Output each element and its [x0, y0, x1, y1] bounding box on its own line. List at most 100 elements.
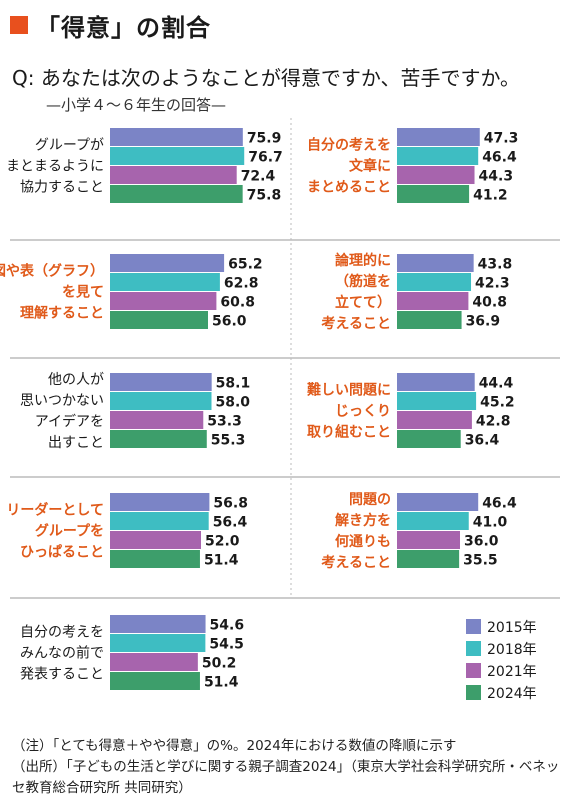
category-label: みんなの前で [20, 645, 104, 662]
data-label: 60.8 [220, 295, 255, 311]
category-label: アイデアを [35, 413, 104, 430]
bar [110, 531, 201, 549]
category-label: じっくり [335, 404, 391, 420]
data-label: 41.0 [473, 515, 508, 531]
data-label: 58.1 [216, 376, 251, 392]
data-label: 47.3 [484, 131, 519, 147]
category-label: 考えること [321, 315, 391, 332]
bar [110, 493, 210, 511]
category-label: 自分の考えを [20, 625, 104, 641]
data-label: 56.4 [213, 515, 248, 531]
data-label: 51.4 [204, 553, 239, 569]
category-label: 取り組むこと [307, 424, 391, 441]
bar [110, 185, 243, 203]
data-label: 55.3 [211, 433, 246, 449]
data-label: 51.4 [204, 675, 239, 691]
subtitle-text: —小学４～６年生の回答— [46, 96, 227, 114]
category-label: 論理的に [335, 252, 391, 269]
legend-swatch [466, 685, 481, 700]
title-row: 「得意」の割合 [10, 8, 211, 42]
bar [110, 254, 225, 272]
bar [110, 634, 206, 652]
footnote-1: （注）「とても得意＋やや得意」の%。2024年における数値の降順に示す [12, 738, 457, 754]
category-label: を見て [62, 285, 104, 301]
data-label: 76.7 [248, 150, 283, 166]
data-label: 54.6 [210, 618, 245, 634]
bar [397, 292, 469, 310]
bar [397, 166, 475, 184]
category-label: まとめること [307, 180, 391, 196]
legend-swatch [466, 619, 481, 634]
data-label: 52.0 [205, 534, 240, 550]
bar [110, 273, 220, 291]
data-label: 72.4 [241, 169, 276, 185]
data-label: 45.2 [480, 395, 515, 411]
data-label: 36.0 [464, 534, 499, 550]
bar [397, 493, 479, 511]
bar [110, 653, 198, 671]
category-label: 問題の [349, 492, 391, 508]
data-label: 44.3 [479, 169, 514, 185]
category-label: グループが [35, 138, 104, 154]
data-label: 35.5 [463, 553, 498, 569]
chart-title: 「得意」の割合 [36, 13, 211, 42]
category-label: 思いつかない [20, 393, 104, 409]
category-label: 出すこと [48, 435, 104, 451]
bar [397, 147, 479, 165]
bar [110, 672, 200, 690]
legend-label: 2018年 [487, 642, 537, 658]
question-text: Q: あなたは次のようなことが得意ですか、苦手ですか。 [12, 66, 521, 90]
data-label: 42.3 [475, 276, 510, 292]
data-label: 43.8 [478, 257, 513, 273]
bar [397, 373, 475, 391]
bar [110, 411, 204, 429]
legend-swatch [466, 641, 481, 656]
bar [397, 550, 460, 568]
bar [397, 392, 477, 410]
bar [110, 392, 212, 410]
category-label: 理解すること [20, 305, 104, 322]
bar [397, 311, 462, 329]
category-label: 解き方を [335, 512, 391, 529]
data-label: 46.4 [482, 496, 517, 512]
data-label: 54.5 [209, 637, 244, 653]
bar [110, 292, 217, 310]
category-label: リーダーとして [6, 502, 104, 519]
category-label: 協力すること [20, 180, 104, 196]
data-label: 41.2 [473, 188, 508, 204]
legend-swatch [466, 663, 481, 678]
category-label: グループを [35, 523, 104, 540]
data-label: 50.2 [202, 656, 237, 672]
category-label: 文章に [349, 158, 391, 175]
data-label: 36.9 [466, 314, 501, 330]
category-label: 難しい問題に [307, 382, 391, 399]
bar [110, 166, 237, 184]
category-label: 立てて） [335, 294, 391, 311]
data-label: 65.2 [228, 257, 263, 273]
bar [110, 311, 208, 329]
bar [110, 373, 212, 391]
category-label: （筋道を [335, 273, 391, 290]
bar [397, 531, 460, 549]
data-label: 42.8 [476, 414, 511, 430]
data-label: 58.0 [216, 395, 251, 411]
category-label: 発表すること [20, 667, 104, 683]
bar [110, 615, 206, 633]
footnote-3: セ教育総合研究所 共同研究） [12, 780, 192, 796]
bar [110, 550, 200, 568]
category-label: 他の人が [48, 372, 104, 388]
bar [110, 128, 243, 146]
legend-label: 2021年 [487, 664, 537, 680]
footnote-2: （出所）「子どもの生活と学びに関する親子調査2024」（東京大学社会科学研究所・… [12, 759, 560, 775]
data-label: 75.9 [247, 131, 282, 147]
legend-label: 2024年 [487, 686, 537, 702]
bar [397, 430, 461, 448]
data-label: 56.0 [212, 314, 247, 330]
category-label: 図や表（グラフ） [0, 263, 104, 280]
bar [110, 147, 245, 165]
bar [397, 273, 472, 291]
category-label: 考えること [321, 554, 391, 571]
bar [397, 512, 469, 530]
bar [397, 128, 480, 146]
